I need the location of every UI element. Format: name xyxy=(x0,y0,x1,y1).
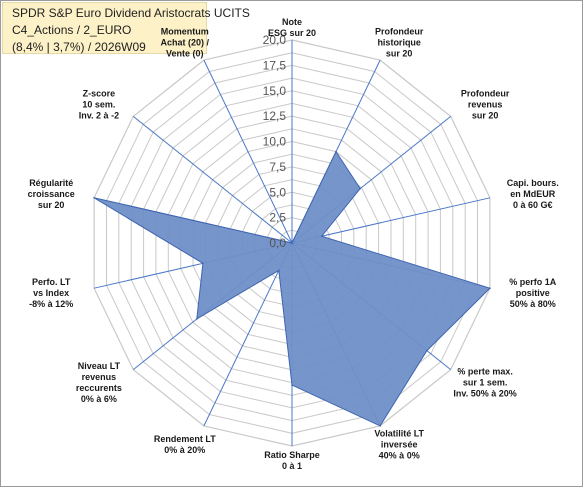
series-point xyxy=(426,349,428,352)
axis-label: Volatilité LT inversée 40% à 0% xyxy=(374,428,424,460)
axis-label: Note ESG sur 20 xyxy=(268,17,316,38)
axis-label: Profondeur historique sur 20 xyxy=(375,27,424,59)
axis-label: Perfo. LT vs Index -8% à 12% xyxy=(29,277,73,309)
tick-label: 20,0 xyxy=(263,33,287,47)
axis-label: % perte max. sur 1 sem. Inv. 50% à 20% xyxy=(453,367,516,399)
axis-label: Régularité croissance sur 20 xyxy=(28,178,75,210)
radar-spoke xyxy=(203,59,293,244)
axis-label: Rendement LT 0% à 20% xyxy=(154,434,216,455)
axis-label: Momentum Achat (20) / Vente (0) xyxy=(161,27,210,59)
tick-label: 5,0 xyxy=(269,185,286,199)
title-line-1: SPDR S&P Euro Dividend Aristocrats UCITS xyxy=(12,6,250,20)
tick-label: 15,0 xyxy=(263,84,287,98)
series-point xyxy=(291,242,293,244)
tick-label: 10,0 xyxy=(263,135,287,149)
axis-label: Z-score 10 sem. Inv. 2 à -2 xyxy=(79,89,119,121)
series-point xyxy=(93,197,95,199)
series-point xyxy=(202,262,204,265)
series-point xyxy=(278,269,280,272)
chart-title-box: SPDR S&P Euro Dividend Aristocrats UCITS… xyxy=(2,2,250,54)
series-point xyxy=(489,287,491,290)
axis-label: Profondeur revenus sur 20 xyxy=(461,89,510,121)
radar-tick-labels: 0,0 2,5 5,0 7,5 10,0 12,5 15,0 17,5 20,0 xyxy=(263,33,287,250)
axis-label: % perfo 1A positive 50% à 80% xyxy=(509,277,557,309)
tick-label: 17,5 xyxy=(263,58,287,72)
series-point xyxy=(335,150,337,153)
radar-spoke xyxy=(203,242,293,427)
series-point xyxy=(291,384,293,386)
radar-series xyxy=(93,150,491,427)
radar-axis-labels: Note ESG sur 20 Profondeur historique sur 20… xyxy=(28,17,559,471)
radar-spoke xyxy=(291,197,491,244)
series-point xyxy=(359,187,362,190)
tick-label: 2,5 xyxy=(269,211,286,225)
series-point xyxy=(196,318,198,320)
tick-label: 12,5 xyxy=(263,109,287,123)
series-point xyxy=(320,235,323,237)
axis-label: Niveau LT revenus reccurents 0% à 6% xyxy=(76,361,122,404)
tick-label: 0,0 xyxy=(269,236,286,250)
radar-spoke xyxy=(132,116,293,244)
series-point xyxy=(379,425,381,427)
axis-label: Capi. bours. en MdEUR 0 à 60 G€ xyxy=(507,178,559,210)
title-line-3: (8,4% | 3,7%) / 2026W09 xyxy=(12,40,146,54)
title-line-2: C4_Actions / 2_EURO xyxy=(12,23,132,37)
axis-label: Ratio Sharpe 0 à 1 xyxy=(264,450,320,471)
tick-label: 7,5 xyxy=(269,160,286,174)
